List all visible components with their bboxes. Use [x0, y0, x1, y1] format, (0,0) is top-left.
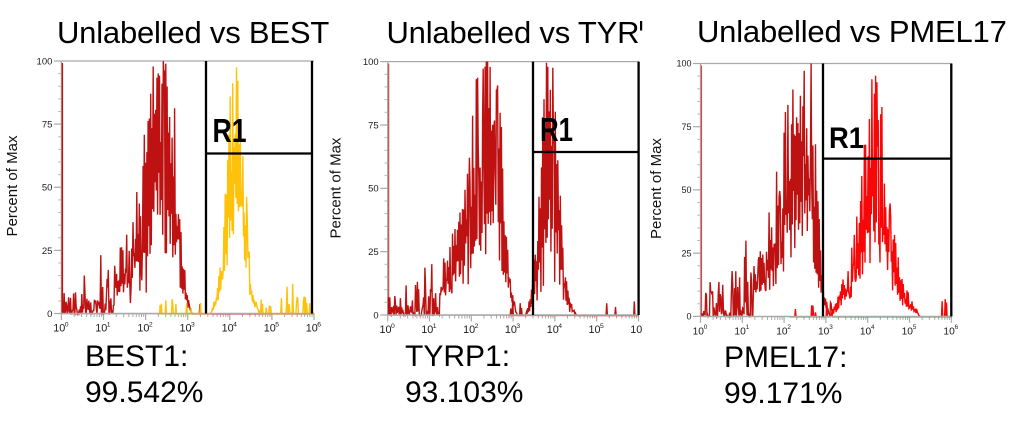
- svg-text:50: 50: [681, 185, 691, 195]
- svg-text:75: 75: [681, 122, 691, 132]
- svg-text:10: 10: [379, 324, 391, 336]
- svg-text:10: 10: [734, 326, 746, 337]
- svg-text:10: 10: [53, 323, 65, 335]
- svg-text:100: 100: [37, 56, 53, 67]
- svg-text:5: 5: [600, 323, 604, 330]
- svg-text:4: 4: [233, 321, 237, 328]
- svg-text:100: 100: [676, 59, 691, 69]
- svg-text:3: 3: [829, 324, 833, 331]
- svg-text:2: 2: [149, 321, 153, 328]
- svg-text:0: 0: [686, 312, 691, 322]
- svg-text:R1: R1: [213, 112, 247, 149]
- svg-text:0: 0: [65, 321, 69, 328]
- svg-text:100: 100: [363, 57, 379, 68]
- svg-text:0: 0: [47, 309, 52, 320]
- svg-text:50: 50: [368, 184, 379, 195]
- svg-text:75: 75: [42, 120, 53, 131]
- svg-text:5: 5: [913, 324, 917, 331]
- svg-text:10: 10: [306, 323, 318, 335]
- svg-text:3: 3: [191, 321, 195, 328]
- svg-text:4: 4: [871, 324, 875, 331]
- svg-text:10: 10: [943, 326, 955, 337]
- svg-text:Percent of Max: Percent of Max: [648, 138, 665, 239]
- svg-text:10: 10: [421, 324, 433, 336]
- svg-text:5: 5: [275, 321, 279, 328]
- svg-text:3: 3: [516, 323, 520, 330]
- svg-text:10: 10: [818, 326, 830, 337]
- svg-text:10: 10: [860, 326, 872, 337]
- svg-text:6: 6: [955, 324, 959, 331]
- svg-text:1: 1: [107, 321, 111, 328]
- svg-text:10: 10: [588, 324, 600, 336]
- svg-text:1: 1: [433, 323, 437, 330]
- svg-text:10: 10: [463, 324, 475, 336]
- svg-text:10: 10: [902, 326, 914, 337]
- svg-text:1: 1: [746, 324, 750, 331]
- svg-text:R1: R1: [540, 111, 573, 148]
- svg-text:10: 10: [776, 326, 788, 337]
- svg-text:75: 75: [368, 120, 379, 131]
- svg-text:0: 0: [391, 323, 395, 330]
- svg-text:10: 10: [505, 324, 517, 336]
- svg-text:10: 10: [693, 326, 705, 337]
- svg-text:25: 25: [42, 246, 53, 257]
- svg-text:10: 10: [264, 323, 276, 335]
- svg-text:10: 10: [137, 323, 149, 335]
- svg-text:R1: R1: [829, 122, 864, 155]
- svg-text:0: 0: [704, 324, 708, 331]
- svg-text:50: 50: [42, 183, 53, 194]
- svg-text:4: 4: [558, 323, 562, 330]
- svg-text:25: 25: [681, 248, 691, 258]
- svg-text:10: 10: [630, 324, 642, 336]
- svg-text:Percent of Max: Percent of Max: [4, 135, 21, 236]
- svg-text:6: 6: [317, 321, 321, 328]
- svg-text:10: 10: [547, 324, 559, 336]
- svg-text:10: 10: [179, 323, 191, 335]
- svg-text:2: 2: [787, 324, 791, 331]
- svg-text:10: 10: [95, 323, 107, 335]
- svg-text:25: 25: [368, 247, 379, 258]
- svg-text:2: 2: [475, 323, 479, 330]
- svg-text:0: 0: [373, 310, 378, 321]
- svg-text:10: 10: [222, 323, 234, 335]
- svg-text:Percent of Max: Percent of Max: [327, 137, 344, 238]
